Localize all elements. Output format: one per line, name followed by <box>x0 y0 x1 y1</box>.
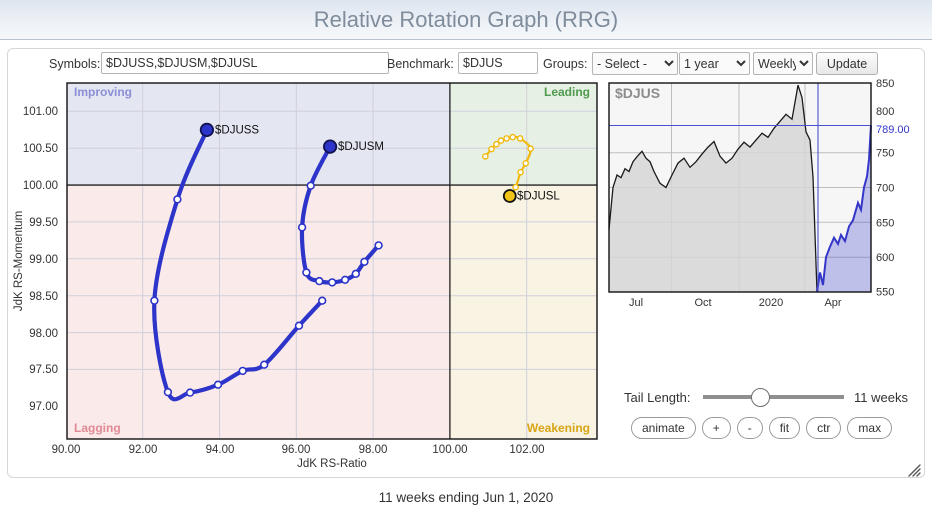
svg-text:650: 650 <box>876 218 894 230</box>
svg-text:96.00: 96.00 <box>282 444 311 456</box>
svg-text:$DJUSS: $DJUSS <box>215 125 259 137</box>
svg-text:$DJUSL: $DJUSL <box>517 191 560 203</box>
svg-text:JdK RS-Ratio: JdK RS-Ratio <box>297 458 367 470</box>
svg-text:750: 750 <box>876 148 894 160</box>
svg-text:JdK RS-Momentum: JdK RS-Momentum <box>13 211 25 311</box>
svg-text:2020: 2020 <box>759 297 783 309</box>
svg-text:90.00: 90.00 <box>52 444 81 456</box>
svg-text:97.00: 97.00 <box>29 401 58 413</box>
svg-text:Oct: Oct <box>694 297 711 309</box>
svg-text:100.50: 100.50 <box>23 143 58 155</box>
svg-text:98.00: 98.00 <box>359 444 388 456</box>
svg-text:92.00: 92.00 <box>129 444 158 456</box>
svg-text:$DJUS: $DJUS <box>615 85 660 101</box>
svg-text:789.00: 789.00 <box>876 124 910 136</box>
svg-text:99.50: 99.50 <box>29 217 58 229</box>
svg-text:550: 550 <box>876 287 894 299</box>
svg-text:101.00: 101.00 <box>23 106 58 118</box>
svg-text:Jul: Jul <box>629 297 643 309</box>
svg-text:700: 700 <box>876 183 894 195</box>
svg-text:Weakening: Weakening <box>527 421 590 435</box>
svg-text:800: 800 <box>876 106 894 118</box>
svg-text:100.00: 100.00 <box>23 180 58 192</box>
svg-text:102.00: 102.00 <box>509 444 544 456</box>
svg-text:850: 850 <box>876 78 894 90</box>
svg-text:Apr: Apr <box>824 297 841 309</box>
svg-text:99.00: 99.00 <box>29 254 58 266</box>
svg-text:Leading: Leading <box>544 85 590 99</box>
svg-text:600: 600 <box>876 252 894 264</box>
svg-text:94.00: 94.00 <box>206 444 235 456</box>
svg-text:98.00: 98.00 <box>29 328 58 340</box>
svg-text:Lagging: Lagging <box>74 421 121 435</box>
svg-text:98.50: 98.50 <box>29 291 58 303</box>
svg-text:100.00: 100.00 <box>432 444 467 456</box>
svg-text:$DJUSM: $DJUSM <box>338 141 384 153</box>
svg-text:97.50: 97.50 <box>29 364 58 376</box>
svg-text:Improving: Improving <box>74 85 132 99</box>
